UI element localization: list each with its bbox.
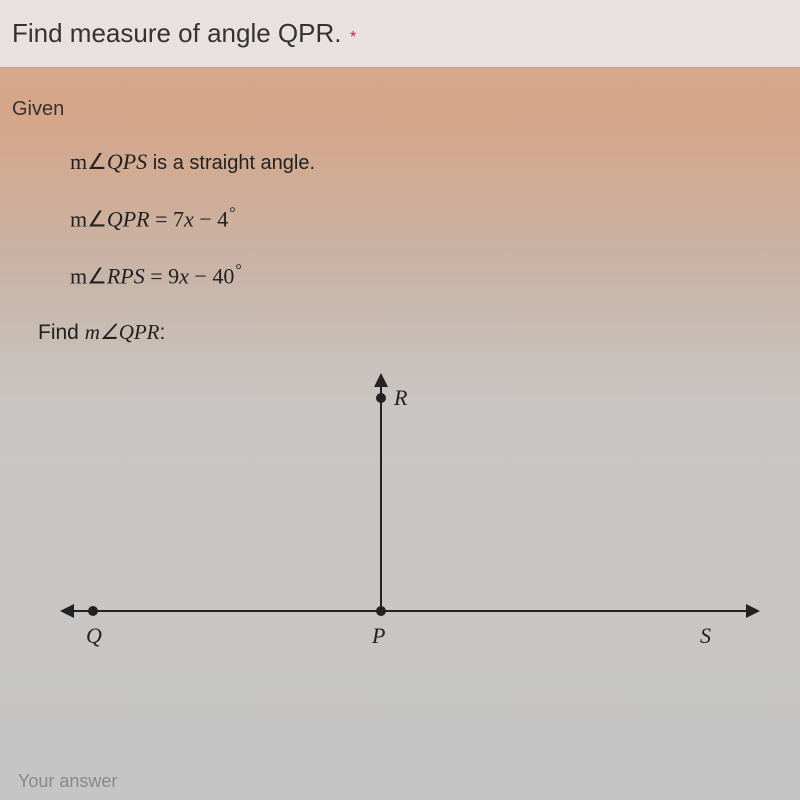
expr-rest: − 4 (194, 206, 228, 231)
given-line-3: m∠RPS = 9x − 40° (70, 262, 790, 289)
expr-part: = 7 (150, 206, 184, 231)
label-r: R (394, 385, 407, 411)
given-line-1: m∠QPS is a straight angle. (70, 149, 790, 175)
x-var: x (179, 264, 189, 289)
label-p: P (372, 623, 385, 649)
geometry-diagram: Q P S R (60, 365, 760, 665)
angle-var: QPR (119, 320, 160, 344)
required-asterisk: * (350, 29, 356, 46)
label-q: Q (86, 623, 102, 649)
angle-prefix: m∠ (70, 206, 107, 231)
answer-input[interactable]: Your answer (18, 771, 117, 792)
colon: : (160, 321, 166, 344)
line-pr (380, 383, 382, 611)
given-line-2: m∠QPR = 7x − 4° (70, 205, 790, 232)
x-var: x (184, 206, 194, 231)
label-s: S (700, 623, 711, 649)
question-header: Find measure of angle QPR. * (0, 0, 800, 68)
angle-prefix: m∠ (85, 320, 119, 344)
degree-symbol: ° (229, 205, 235, 222)
expr-rest: − 40 (189, 264, 234, 289)
angle-prefix: m∠ (70, 149, 107, 174)
question-title: Find measure of angle QPR. (12, 18, 342, 48)
point-q-dot (88, 606, 98, 616)
line-suffix: is a straight angle. (147, 152, 315, 174)
angle-var: QPR (107, 206, 150, 231)
problem-content: Given m∠QPS is a straight angle. m∠QPR =… (0, 68, 800, 665)
find-label: Find (38, 321, 85, 344)
point-r-dot (376, 393, 386, 403)
find-line: Find m∠QPR: (38, 320, 790, 345)
given-label: Given (12, 98, 790, 121)
angle-var: RPS (107, 264, 145, 289)
angle-prefix: m∠ (70, 264, 107, 289)
arrow-right-icon (746, 604, 760, 618)
arrow-left-icon (60, 604, 74, 618)
expr-part: = 9 (145, 264, 179, 289)
line-qs (70, 610, 750, 612)
point-p-dot (376, 606, 386, 616)
arrow-up-icon (374, 373, 388, 387)
degree-symbol: ° (235, 262, 241, 279)
angle-var: QPS (107, 149, 147, 174)
